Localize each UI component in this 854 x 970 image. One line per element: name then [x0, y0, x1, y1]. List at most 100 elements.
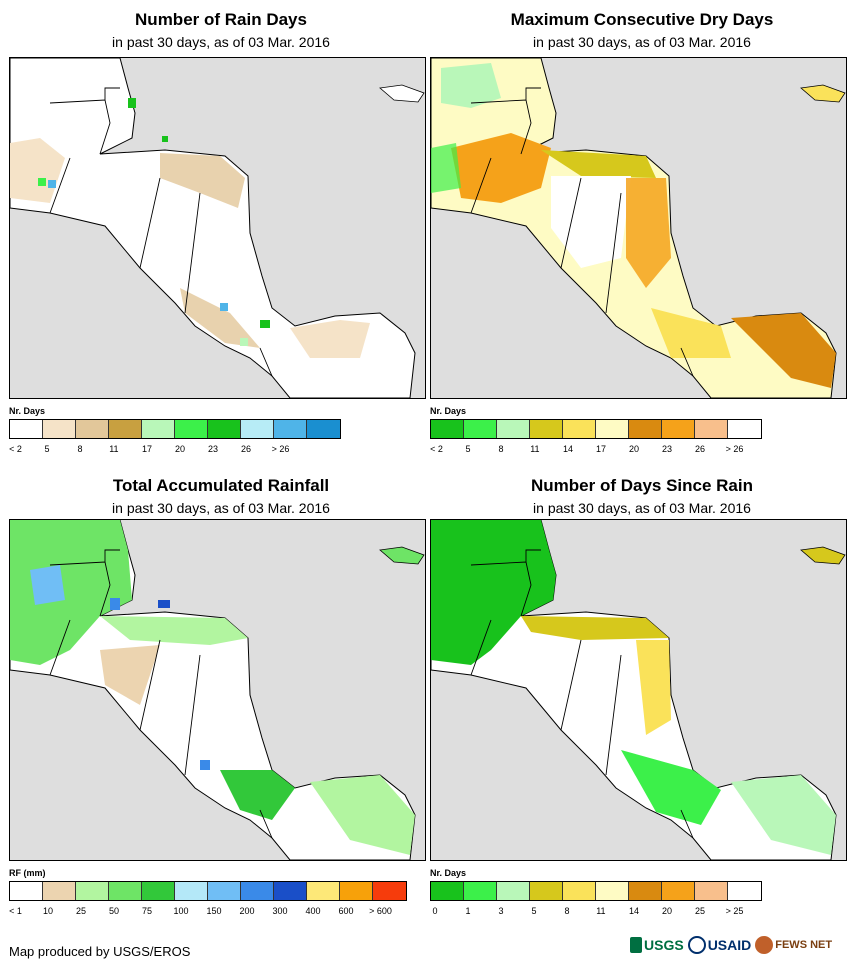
legend-tick-label: 23: [207, 444, 219, 454]
usgs-icon: [630, 937, 642, 953]
zone-orange-north: [451, 133, 551, 203]
legend-swatch: [563, 882, 596, 900]
wet-pixel-1: [158, 600, 170, 608]
zone-orange-nic: [626, 178, 671, 288]
legend-tick-label: 23: [661, 444, 673, 454]
legend-swatch: [431, 882, 464, 900]
legend-tick-label: 5: [465, 444, 471, 454]
legend-swatch: [175, 882, 208, 900]
land-jamaica: [800, 84, 846, 103]
legend-swatch: [307, 882, 340, 900]
map-credit: Map produced by USGS/EROS: [9, 944, 191, 959]
legend-swatch: [142, 420, 175, 438]
legend-swatch: [142, 882, 175, 900]
zone-yellow-hond: [541, 150, 656, 178]
legend-swatch: [728, 882, 761, 900]
legend-swatch: [43, 420, 76, 438]
zone-green-cr: [621, 750, 721, 825]
legend-swatch: [530, 420, 563, 438]
chart-title: Total Accumulated Rainfall: [112, 476, 330, 495]
legend-tick-label: < 1: [9, 906, 22, 916]
legend-tick-label: 11: [530, 444, 540, 454]
legend-tick-label: 5: [44, 444, 50, 454]
chart-subtitle: in past 30 days, as of 03 Mar. 2016: [533, 34, 751, 50]
legend-tick-label: 20: [661, 906, 673, 916]
legend-tick-label: 8: [77, 444, 83, 454]
zone-green-yuc: [441, 63, 501, 108]
legend-swatch: [208, 882, 241, 900]
land-blotch-3: [180, 288, 260, 348]
land-jamaica: [379, 546, 425, 565]
fews-net-logo: FEWS NET: [755, 936, 832, 954]
legend-tick-label: 14: [562, 444, 574, 454]
legend-swatch: [662, 882, 695, 900]
legend-swatch: [629, 420, 662, 438]
legend-swatch: [241, 882, 274, 900]
legend-tick-label: 17: [595, 444, 607, 454]
legend-swatch: [695, 420, 728, 438]
legend-swatch: [497, 882, 530, 900]
legend-tick-label: 100: [173, 906, 189, 916]
zone-white-interior: [551, 176, 631, 268]
usgs-logo: USGS: [630, 937, 684, 953]
legend-tick-label: > 600: [369, 906, 392, 916]
wet-pixel-3: [200, 760, 210, 770]
map-dry-days: [430, 57, 847, 399]
chart-subtitle: in past 30 days, as of 03 Mar. 2016: [112, 34, 330, 50]
usaid-logo: USAID: [687, 936, 751, 954]
legend-swatch: [629, 882, 662, 900]
chart-subtitle: in past 30 days, as of 03 Mar. 2016: [533, 500, 751, 516]
legend-bar: [430, 881, 762, 901]
zone-green-cr: [220, 770, 295, 820]
zone-tan-interior: [100, 645, 160, 705]
wet-pixel-3: [128, 98, 136, 108]
wet-pixel-1: [38, 178, 46, 186]
legend-swatch: [695, 882, 728, 900]
land-central-america: [10, 58, 416, 398]
legend-swatch: [241, 420, 274, 438]
zone-green-hond: [100, 616, 248, 645]
legend-bar: [430, 419, 762, 439]
border-lines: [470, 549, 694, 839]
chart-subtitle: in past 30 days, as of 03 Mar. 2016: [112, 500, 330, 516]
border-lines: [49, 87, 273, 377]
legend-tick-label: < 2: [430, 444, 443, 454]
legend-swatch: [340, 882, 373, 900]
legend-tick-label: 75: [141, 906, 153, 916]
legend-swatch: [208, 420, 241, 438]
zone-green-guat: [431, 143, 461, 193]
legend-tick-label: 400: [305, 906, 321, 916]
legend-tick-label: < 2: [9, 444, 22, 454]
legend-swatch: [76, 420, 109, 438]
panel-rain-days: Number of Rain Days in past 30 days, as …: [9, 6, 433, 476]
legend-tick-label: 20: [174, 444, 186, 454]
land-blotch-4: [290, 320, 370, 358]
land-jamaica: [800, 546, 846, 565]
zone-green-north: [10, 520, 132, 665]
legend-swatch: [596, 420, 629, 438]
legend-swatch: [10, 882, 43, 900]
legend-tick-label: 3: [498, 906, 504, 916]
wet-pixel-2: [110, 598, 120, 610]
legend-swatch: [10, 420, 43, 438]
zone-yellow-hond: [521, 616, 669, 640]
legend-tick-label: 17: [141, 444, 153, 454]
fews-globe-icon: [755, 936, 774, 954]
land-blotch-2: [160, 153, 245, 208]
panel-days-since-rain: Number of Days Since Rain in past 30 day…: [430, 472, 854, 942]
legend-tick-label: 600: [338, 906, 354, 916]
legend-tick-label: 25: [75, 906, 87, 916]
wet-pixel-7: [240, 338, 248, 346]
legend-swatch: [373, 882, 406, 900]
legend-bar: [9, 881, 407, 901]
legend-swatch: [530, 882, 563, 900]
legend-swatch: [307, 420, 340, 438]
legend-swatch: [563, 420, 596, 438]
legend-tick-label: 0: [432, 906, 438, 916]
legend-swatch: [464, 420, 497, 438]
border-lines: [49, 549, 273, 839]
legend-swatch: [497, 420, 530, 438]
border-lines: [470, 87, 694, 377]
legend-tick-label: 8: [498, 444, 504, 454]
legend-swatch: [109, 420, 142, 438]
